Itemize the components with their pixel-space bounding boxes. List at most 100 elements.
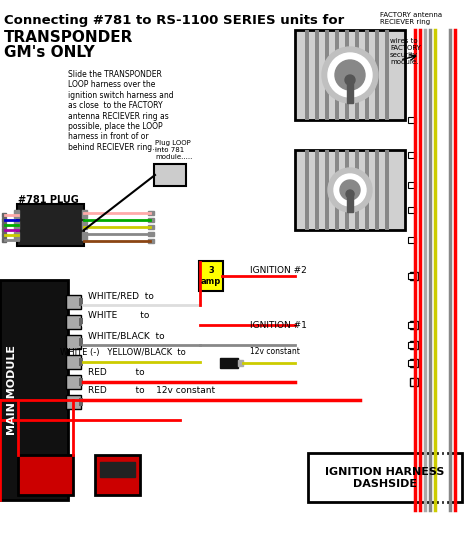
Bar <box>295 30 405 120</box>
Bar <box>148 225 154 229</box>
FancyBboxPatch shape <box>308 453 462 502</box>
Bar <box>2 238 6 242</box>
Bar <box>347 192 353 212</box>
Text: WHITE        to: WHITE to <box>88 311 149 320</box>
Bar <box>408 117 416 123</box>
Circle shape <box>328 168 372 212</box>
Bar <box>79 398 83 406</box>
Text: IGNITION #2: IGNITION #2 <box>250 265 307 274</box>
Bar <box>335 30 339 120</box>
Bar <box>365 150 369 230</box>
Circle shape <box>345 75 355 85</box>
Bar <box>410 359 418 367</box>
Bar <box>325 30 329 120</box>
Bar <box>315 30 319 120</box>
Circle shape <box>346 190 354 198</box>
Circle shape <box>322 47 378 103</box>
Bar <box>408 207 416 213</box>
Bar <box>2 233 6 237</box>
Text: Connecting #781 to RS-1100 SERIES units for: Connecting #781 to RS-1100 SERIES units … <box>4 14 344 27</box>
Circle shape <box>334 174 366 206</box>
Bar <box>408 360 416 366</box>
Text: GM's ONLY: GM's ONLY <box>4 45 95 60</box>
Text: #781 PLUG: #781 PLUG <box>18 195 79 205</box>
Bar <box>79 358 83 366</box>
Bar <box>2 223 6 227</box>
Bar <box>345 30 349 120</box>
Circle shape <box>335 60 365 90</box>
Bar <box>238 360 243 366</box>
Bar <box>385 150 389 230</box>
Bar <box>408 152 416 158</box>
Bar <box>220 358 238 368</box>
Bar <box>385 30 389 120</box>
Bar <box>375 150 379 230</box>
Bar <box>408 237 416 243</box>
Bar <box>66 315 81 329</box>
Bar <box>82 221 87 229</box>
Bar <box>305 150 309 230</box>
Text: Slide the TRANSPONDER
LOOP harness over the
ignition switch harness and
as close: Slide the TRANSPONDER LOOP harness over … <box>68 70 173 152</box>
Bar <box>66 335 81 349</box>
Text: IGNITION HARNESS
DASHSIDE: IGNITION HARNESS DASHSIDE <box>325 467 445 489</box>
Bar <box>66 375 81 389</box>
Text: FACTORY antenna
RECIEVER ring: FACTORY antenna RECIEVER ring <box>380 12 442 25</box>
Text: RED          to: RED to <box>88 368 145 377</box>
FancyBboxPatch shape <box>199 261 223 291</box>
Bar <box>66 395 81 409</box>
Bar <box>315 150 319 230</box>
Bar <box>79 298 83 306</box>
Text: MAIN MODULE: MAIN MODULE <box>7 345 17 435</box>
Text: 12v constant: 12v constant <box>250 347 300 356</box>
FancyBboxPatch shape <box>17 204 84 246</box>
Text: TRANSPONDER: TRANSPONDER <box>4 30 133 45</box>
Text: WHITE/BLACK  to: WHITE/BLACK to <box>88 331 164 340</box>
Bar <box>408 322 416 328</box>
Bar <box>14 221 19 229</box>
Text: WHITE/RED  to: WHITE/RED to <box>88 291 154 300</box>
Bar <box>410 321 418 329</box>
Bar <box>100 462 135 477</box>
Bar <box>355 150 359 230</box>
Bar <box>410 272 418 280</box>
Circle shape <box>328 53 372 97</box>
Bar <box>148 232 154 236</box>
Bar <box>408 273 416 279</box>
Bar <box>375 30 379 120</box>
Bar <box>410 378 418 386</box>
Bar <box>410 341 418 349</box>
Bar <box>148 239 154 243</box>
Circle shape <box>340 180 360 200</box>
Text: WHITE (-)   YELLOW/BLACK  to: WHITE (-) YELLOW/BLACK to <box>60 348 186 357</box>
Bar <box>148 211 154 215</box>
Text: wires to
FACTORY
security
module.: wires to FACTORY security module. <box>390 38 421 65</box>
Bar <box>18 455 73 495</box>
Bar <box>14 210 19 218</box>
Bar <box>325 150 329 230</box>
Bar <box>66 295 81 309</box>
Bar <box>95 455 140 495</box>
Text: RED          to    12v constant: RED to 12v constant <box>88 386 215 395</box>
Bar <box>79 318 83 326</box>
Bar <box>14 232 19 240</box>
Bar <box>82 232 87 240</box>
Bar <box>365 30 369 120</box>
Bar <box>82 210 87 218</box>
Text: Plug LOOP
into 781
module.....: Plug LOOP into 781 module..... <box>155 140 192 160</box>
Bar <box>345 150 349 230</box>
Bar <box>79 378 83 386</box>
Bar <box>408 342 416 348</box>
Bar <box>2 228 6 232</box>
Bar <box>2 218 6 222</box>
Bar <box>408 182 416 188</box>
Bar <box>0 280 68 500</box>
Bar <box>148 218 154 222</box>
Text: IGNITION #1: IGNITION #1 <box>250 320 307 330</box>
Bar <box>305 30 309 120</box>
Bar <box>355 30 359 120</box>
FancyBboxPatch shape <box>154 164 186 186</box>
Bar <box>79 338 83 346</box>
Bar <box>335 150 339 230</box>
Bar <box>2 213 6 217</box>
Text: 3
amp: 3 amp <box>201 266 221 286</box>
